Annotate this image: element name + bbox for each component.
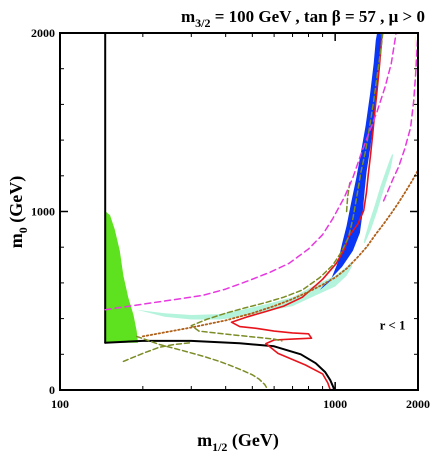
series-fill-blue-3 [319, 33, 382, 290]
series-fill-mint-1 [136, 261, 352, 320]
series-line-olive-10 [122, 341, 193, 363]
series-line-magenta-12 [104, 33, 397, 311]
series-fill-mint-2 [363, 154, 394, 244]
series-line-brown-14 [141, 169, 418, 338]
series-line-red-7 [230, 33, 383, 390]
y-tick-label: 2000 [31, 26, 55, 40]
series-line-magenta-13 [382, 35, 418, 202]
x-axis-label: m1/2 (GeV) [197, 430, 279, 454]
x-tick-label: 100 [51, 397, 69, 411]
y-tick-label: 0 [49, 383, 55, 397]
y-axis-label: m0 (GeV) [6, 176, 30, 248]
series-fill-green-0 [104, 210, 138, 343]
series-fill-yellow-4 [414, 36, 416, 121]
x-tick-label: 1000 [323, 397, 347, 411]
tick-layer: 100 1000 2000 0 1000 2000 [31, 26, 430, 411]
series-layer [104, 33, 418, 390]
series-line-olive-9 [135, 335, 269, 390]
x-tick-label: 2000 [406, 397, 430, 411]
series-line-olive-11 [345, 182, 351, 213]
y-tick-label: 1000 [31, 205, 55, 219]
chart-title: m3/2 = 100 GeV , tan β = 57 , μ > 0 [181, 7, 425, 30]
series-line-olive-8 [190, 33, 384, 342]
series-line-black-6 [104, 339, 335, 390]
annotation-r-less-than-1: r < 1 [380, 317, 406, 332]
